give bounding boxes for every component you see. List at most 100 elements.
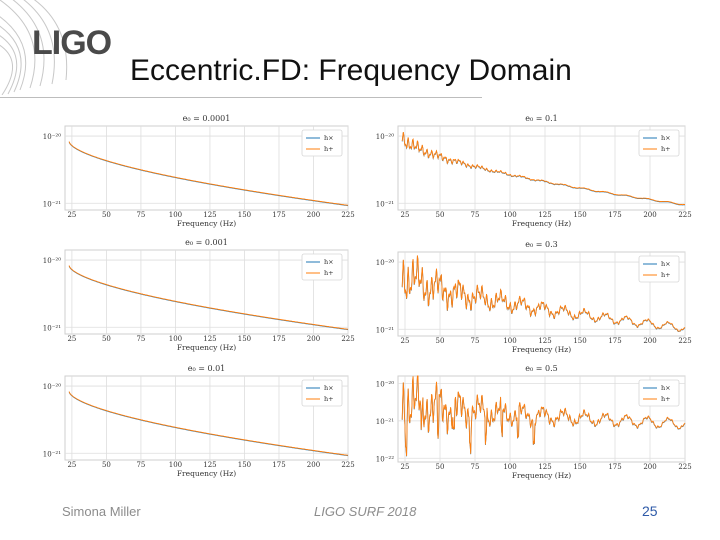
x-tick-label: 125 [538, 463, 551, 471]
chart-title: e₀ = 0.001 [185, 238, 228, 247]
x-tick-label: 100 [169, 335, 182, 343]
x-tick-label: 175 [272, 211, 285, 219]
y-tick-label: 10⁻²¹ [43, 200, 61, 208]
x-tick-label: 75 [136, 211, 145, 219]
x-tick-label: 225 [678, 337, 691, 345]
x-tick-label: 25 [67, 211, 76, 219]
chart-panel-6: 25 50 75 100 125 150 175 200 225 10⁻²⁰ 10⁻²¹ 10⁻²² e… [376, 364, 692, 480]
chart-title: e₀ = 0.3 [525, 240, 557, 249]
x-tick-label: 75 [471, 337, 480, 345]
y-tick-label: 10⁻²⁰ [376, 259, 394, 267]
x-tick-label: 150 [573, 337, 586, 345]
plot-grid: 25 50 75 100 125 150 175 200 225 10⁻²⁰ 10⁻²¹ e₀ = 0… [43, 114, 692, 480]
x-tick-label: 200 [307, 335, 320, 343]
plot-area [64, 249, 349, 335]
x-tick-label: 175 [272, 335, 285, 343]
x-tick-label: 125 [203, 335, 216, 343]
legend-box [638, 255, 680, 283]
chart-title: e₀ = 0.0001 [183, 114, 231, 123]
x-axis-label: Frequency (Hz) [177, 343, 236, 352]
legend-label-h-cross: h× [661, 384, 671, 392]
legend-box [301, 253, 343, 281]
x-tick-label: 150 [238, 211, 251, 219]
y-tick-label: 10⁻²⁰ [376, 133, 394, 141]
plot-area [64, 375, 349, 461]
x-axis-label: Frequency (Hz) [177, 469, 236, 478]
plot-area [397, 125, 686, 211]
y-tick-label: 10⁻²⁰ [43, 257, 61, 265]
series-line-h-plus [401, 255, 686, 332]
plot-area [397, 375, 686, 463]
footer-event: LIGO SURF 2018 [314, 504, 417, 519]
legend-box [638, 379, 680, 407]
x-tick-label: 225 [678, 211, 691, 219]
legend-label-h-plus: h+ [661, 271, 671, 279]
chart-panel-1: 25 50 75 100 125 150 175 200 225 10⁻²⁰ 10⁻²¹ e₀ = 0… [43, 114, 355, 228]
x-tick-label: 150 [573, 463, 586, 471]
x-tick-label: 50 [436, 337, 445, 345]
x-tick-label: 125 [203, 211, 216, 219]
x-tick-label: 50 [102, 211, 111, 219]
x-tick-label: 25 [401, 337, 410, 345]
y-tick-label: 10⁻²² [376, 455, 394, 463]
y-tick-label: 10⁻²¹ [43, 324, 61, 332]
x-tick-label: 175 [608, 211, 621, 219]
x-tick-label: 200 [307, 211, 320, 219]
x-tick-label: 100 [503, 211, 516, 219]
x-tick-label: 150 [573, 211, 586, 219]
x-tick-label: 50 [102, 461, 111, 469]
x-tick-label: 200 [643, 337, 656, 345]
x-tick-label: 50 [102, 335, 111, 343]
page-number: 25 [642, 503, 658, 519]
x-tick-label: 125 [538, 337, 551, 345]
x-tick-label: 50 [436, 463, 445, 471]
legend-box [638, 129, 680, 157]
ligo-logo: LIGO [0, 0, 120, 96]
x-tick-label: 225 [341, 335, 354, 343]
chart-title: e₀ = 0.5 [525, 364, 557, 373]
series-line-h-plus [401, 132, 685, 206]
x-tick-label: 150 [238, 335, 251, 343]
x-tick-label: 75 [136, 335, 145, 343]
legend-label-h-cross: h× [661, 260, 671, 268]
legend-box [301, 129, 343, 157]
x-tick-label: 225 [341, 461, 354, 469]
x-axis-label: Frequency (Hz) [512, 345, 571, 354]
y-tick-label: 10⁻²⁰ [43, 383, 61, 391]
y-tick-label: 10⁻²¹ [43, 450, 61, 458]
chart-panel-5: 25 50 75 100 125 150 175 200 225 10⁻²⁰ 10⁻²¹ e₀ = 0… [43, 364, 355, 478]
x-tick-label: 200 [643, 211, 656, 219]
plot-area [64, 125, 349, 211]
x-tick-label: 125 [203, 461, 216, 469]
x-tick-label: 25 [67, 461, 76, 469]
legend-label-h-cross: h× [324, 384, 334, 392]
series-line-h-plus [401, 375, 686, 457]
x-tick-label: 200 [643, 463, 656, 471]
y-tick-label: 10⁻²¹ [376, 418, 394, 426]
chart-panel-4: 25 50 75 100 125 150 175 200 225 10⁻²⁰ 10⁻²¹ e₀ = 0… [376, 240, 692, 354]
legend-label-h-plus: h+ [324, 395, 334, 403]
legend-label-h-cross: h× [324, 258, 334, 266]
x-tick-label: 100 [503, 463, 516, 471]
y-tick-label: 10⁻²⁰ [376, 380, 394, 388]
x-tick-label: 75 [136, 461, 145, 469]
slide-title: Eccentric.FD: Frequency Domain [130, 54, 572, 87]
legend-box [301, 379, 343, 407]
x-tick-label: 100 [169, 461, 182, 469]
x-tick-label: 225 [341, 211, 354, 219]
x-tick-label: 75 [471, 463, 480, 471]
legend-label-h-cross: h× [661, 134, 671, 142]
x-tick-label: 150 [238, 461, 251, 469]
chart-title: e₀ = 0.01 [188, 364, 226, 373]
title-divider [0, 97, 482, 98]
x-tick-label: 225 [678, 463, 691, 471]
x-tick-label: 25 [67, 335, 76, 343]
legend-label-h-cross: h× [324, 134, 334, 142]
legend-label-h-plus: h+ [661, 145, 671, 153]
footer-author: Simona Miller [62, 504, 141, 519]
chart-title: e₀ = 0.1 [525, 114, 557, 123]
x-tick-label: 100 [503, 337, 516, 345]
x-tick-label: 25 [401, 463, 410, 471]
y-tick-label: 10⁻²¹ [376, 326, 394, 334]
x-tick-label: 50 [436, 211, 445, 219]
